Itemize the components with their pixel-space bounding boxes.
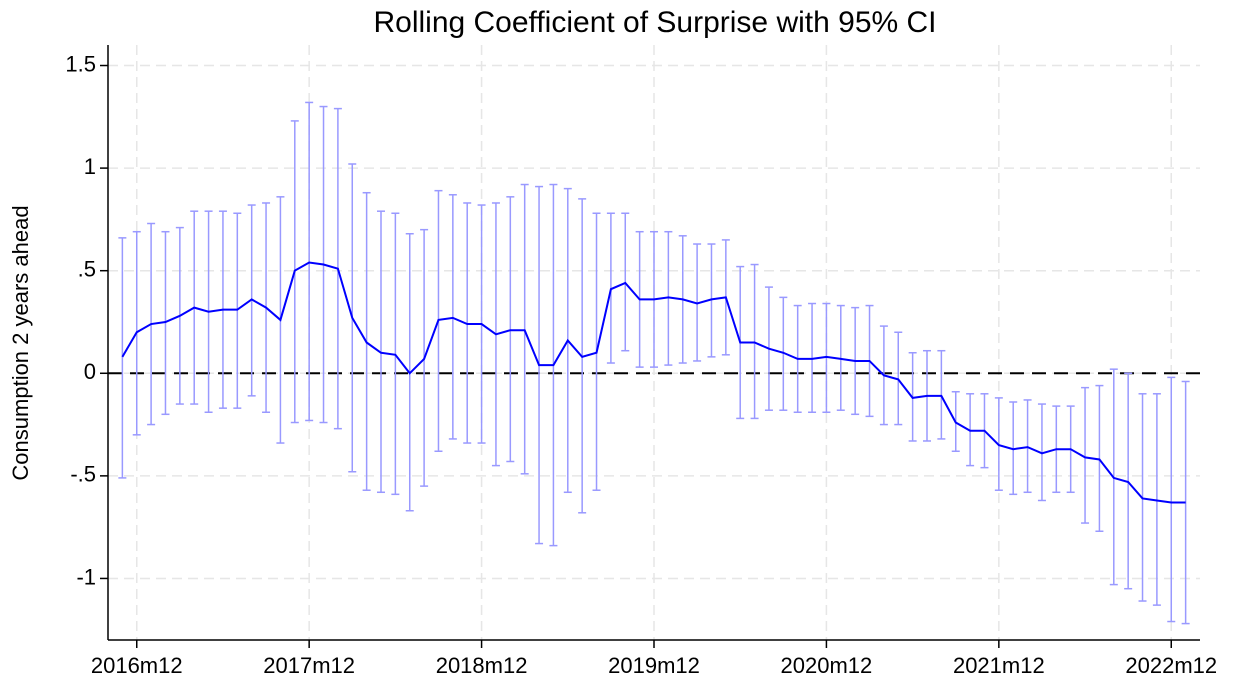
error-bar [664, 230, 673, 366]
y-tick-label: 0 [84, 359, 96, 384]
error-bar [233, 212, 242, 409]
y-tick-label: 1 [84, 154, 96, 179]
error-bar [1152, 393, 1161, 606]
x-tick-label: 2020m12 [781, 653, 873, 678]
error-bar [161, 230, 170, 416]
x-tick-label: 2022m12 [1125, 653, 1217, 678]
error-bar [305, 101, 314, 422]
error-bar [1095, 384, 1104, 533]
x-tick-label: 2018m12 [436, 653, 528, 678]
error-bar [750, 263, 759, 420]
error-bar [506, 196, 515, 463]
error-bar [937, 349, 946, 440]
y-tick-label: -.5 [70, 462, 96, 487]
error-bar [520, 183, 529, 475]
x-tick-label: 2021m12 [953, 653, 1045, 678]
error-bar [391, 212, 400, 496]
y-tick-label: .5 [78, 257, 96, 282]
y-axis-label: Consumption 2 years ahead [8, 205, 33, 480]
error-bar [118, 237, 127, 479]
y-tick-label: 1.5 [65, 51, 96, 76]
error-bar [822, 302, 831, 414]
error-bar [448, 194, 457, 440]
error-bar [1081, 386, 1090, 524]
chart-title: Rolling Coefficient of Surprise with 95%… [373, 6, 936, 39]
x-tick-label: 2017m12 [263, 653, 355, 678]
x-tick-label: 2016m12 [91, 653, 183, 678]
error-bar [836, 304, 845, 411]
error-bar [808, 302, 817, 414]
x-tick-label: 2019m12 [608, 653, 700, 678]
error-bar [1023, 399, 1032, 494]
y-tick-label: -1 [76, 564, 96, 589]
series-line [121, 261, 1186, 504]
error-bar [1167, 376, 1176, 623]
